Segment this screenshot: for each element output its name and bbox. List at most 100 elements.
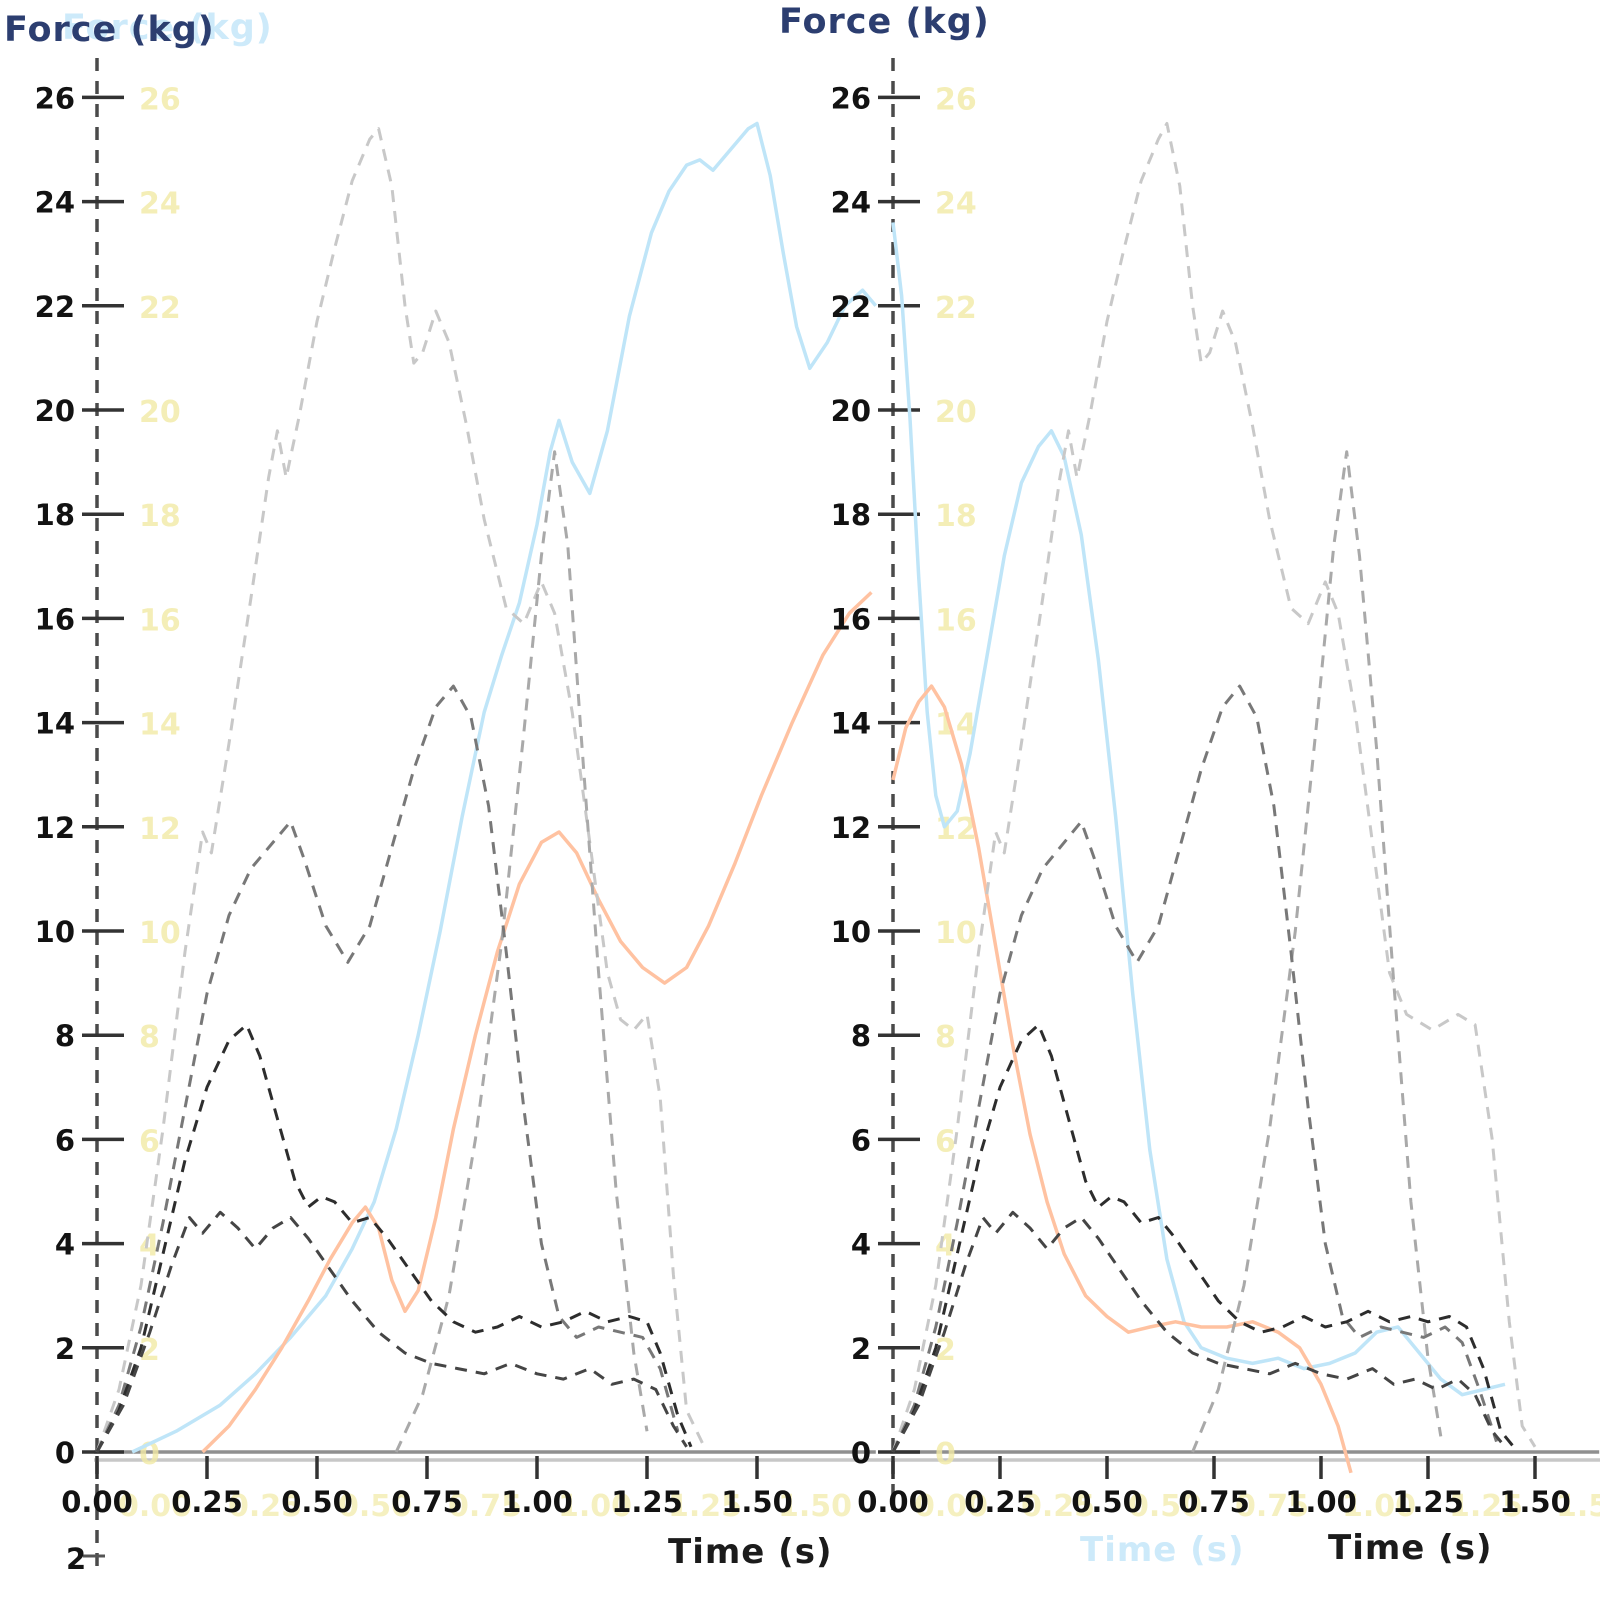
y-tick-label-ghost: 6 <box>139 1124 160 1159</box>
x-tick-label-ghost: 0.75 <box>448 1489 522 1524</box>
right-x-axis-title-ghost: Time (s) <box>1080 1530 1245 1570</box>
left-y-axis-title: Force (kg) <box>4 10 215 50</box>
y-tick-label-ghost: 20 <box>139 395 181 430</box>
x-tick-label: 1.00 <box>501 1485 573 1519</box>
y-tick-label-ghost: 18 <box>139 499 181 534</box>
y-tick-label: 24 <box>831 186 871 220</box>
y-tick-label: 22 <box>35 290 75 324</box>
y-tick-label: 12 <box>35 811 75 845</box>
y-tick-label-ghost: 8 <box>935 1020 956 1055</box>
y-tick-label: 14 <box>35 707 75 741</box>
x-tick-label: 0.50 <box>1071 1485 1143 1519</box>
y-tick-label-ghost: 22 <box>935 291 977 326</box>
series-dark-gray-b <box>891 1210 1507 1453</box>
y-tick-label: 0 <box>851 1436 871 1470</box>
y-tick-label: 0 <box>55 1436 75 1470</box>
series-reference-medium-gray <box>394 450 649 1453</box>
y-tick-label-ghost: 26 <box>935 82 977 117</box>
y-tick-label-ghost: 16 <box>139 603 181 638</box>
y-tick-label-ghost: 10 <box>139 916 181 951</box>
x-tick-label-ghost: 0.25 <box>1021 1489 1095 1524</box>
series-light-blue-solid <box>131 121 878 1454</box>
y-tick-label-ghost: 2 <box>935 1333 956 1368</box>
y-tick-label: 14 <box>831 707 871 741</box>
x-tick-label: 0.25 <box>171 1485 243 1519</box>
y-tick-label-ghost: 10 <box>935 916 977 951</box>
y-tick-label: 2 <box>851 1332 871 1366</box>
stray-tick-label: 2 <box>66 1542 87 1576</box>
x-tick-label: 1.25 <box>1392 1485 1464 1519</box>
right-x-axis-title: Time (s) <box>1328 1528 1493 1568</box>
y-tick-label: 4 <box>851 1228 871 1262</box>
y-tick-label-ghost: 8 <box>139 1020 160 1055</box>
y-tick-label: 2 <box>55 1332 75 1366</box>
y-tick-label-ghost: 24 <box>139 187 181 222</box>
x-tick-label-ghost: 1.50 <box>778 1489 852 1524</box>
x-tick-label: 1.00 <box>1285 1485 1357 1519</box>
y-tick-label-ghost: 18 <box>935 499 977 534</box>
series-dark-gray-b <box>95 1210 688 1453</box>
y-tick-label: 26 <box>35 81 75 115</box>
y-tick-label: 16 <box>35 602 75 636</box>
x-tick-label: 1.50 <box>1499 1485 1571 1519</box>
x-tick-label-ghost: 0.50 <box>1128 1489 1202 1524</box>
y-tick-label: 18 <box>831 498 871 532</box>
y-tick-label-ghost: 22 <box>139 291 181 326</box>
x-tick-label: 1.50 <box>721 1485 793 1519</box>
x-tick-label: 0.50 <box>281 1485 353 1519</box>
y-tick-label-ghost: 24 <box>935 187 977 222</box>
y-tick-label: 10 <box>831 915 871 949</box>
series-reference-medium-gray <box>1191 450 1443 1453</box>
y-tick-label-ghost: 20 <box>935 395 977 430</box>
x-tick-label: 0.25 <box>964 1485 1036 1519</box>
series-light-blue-solid <box>891 222 1506 1397</box>
y-tick-label-ghost: 26 <box>139 82 181 117</box>
x-tick-label-ghost: 0.50 <box>338 1489 412 1524</box>
y-tick-label: 6 <box>55 1123 75 1157</box>
x-tick-label-ghost: 0.25 <box>228 1489 302 1524</box>
x-tick-label-ghost: 0.00 <box>118 1489 192 1524</box>
y-tick-label-ghost: 2 <box>139 1333 160 1368</box>
y-tick-label: 22 <box>831 290 871 324</box>
x-tick-label-ghost: 0.75 <box>1235 1489 1309 1524</box>
series-dark-gray-a <box>891 1023 1515 1453</box>
y-tick-label-ghost: 4 <box>139 1229 160 1264</box>
y-tick-label-ghost: 16 <box>935 603 977 638</box>
x-tick-label: 0.00 <box>61 1485 133 1519</box>
y-tick-label: 20 <box>35 394 75 428</box>
y-tick-label: 8 <box>851 1019 871 1053</box>
x-tick-label-ghost: 1.00 <box>1342 1489 1416 1524</box>
y-tick-label-ghost: 14 <box>139 708 181 743</box>
series-light-salmon-solid <box>201 591 873 1454</box>
y-tick-label: 8 <box>55 1019 75 1053</box>
y-tick-label: 10 <box>35 915 75 949</box>
series-reference-mid-dark-gray <box>891 684 1498 1453</box>
series-reference-mid-dark-gray <box>95 684 680 1453</box>
x-tick-label: 0.75 <box>391 1485 463 1519</box>
y-tick-label-ghost: 12 <box>139 812 181 847</box>
series-light-salmon-solid <box>891 684 1353 1474</box>
y-tick-label: 24 <box>35 186 75 220</box>
y-tick-label-ghost: 14 <box>935 708 977 743</box>
y-tick-label-ghost: 4 <box>935 1229 956 1264</box>
left-y-axis-title-ghost: Force (kg) <box>62 8 273 48</box>
y-tick-label: 16 <box>831 602 871 636</box>
x-tick-label-ghost: 1.00 <box>558 1489 632 1524</box>
y-tick-label: 20 <box>831 394 871 428</box>
y-tick-label: 18 <box>35 498 75 532</box>
y-tick-label: 6 <box>851 1123 871 1157</box>
series-reference-light-gray <box>891 122 1537 1453</box>
y-tick-label: 26 <box>831 81 871 115</box>
y-tick-label: 12 <box>831 811 871 845</box>
x-tick-label: 0.00 <box>857 1485 929 1519</box>
left-x-axis-title: Time (s) <box>668 1532 833 1572</box>
y-tick-label: 4 <box>55 1228 75 1262</box>
right-y-axis-title: Force (kg) <box>779 2 990 42</box>
y-tick-label-ghost: 6 <box>935 1124 956 1159</box>
series-dark-gray-a <box>95 1023 693 1453</box>
x-tick-label: 1.25 <box>611 1485 683 1519</box>
x-tick-label: 0.75 <box>1178 1485 1250 1519</box>
